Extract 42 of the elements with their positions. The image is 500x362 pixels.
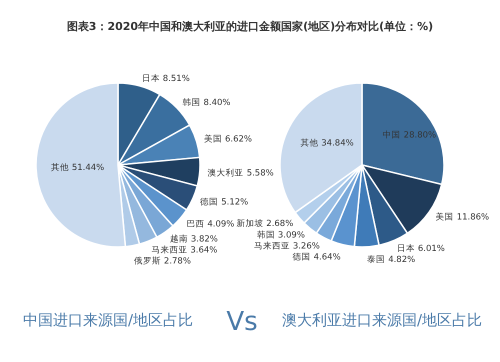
data-label: 6.62% <box>224 134 252 144</box>
slice-label: 越南 <box>170 234 188 245</box>
slice-label: 澳大利亚 <box>208 167 244 178</box>
data-label: 2.68% <box>266 219 294 230</box>
data-label: 34.84% <box>321 138 354 148</box>
slice-label: 泰国 <box>367 254 386 265</box>
slice-label: 美国 <box>204 133 222 144</box>
data-label: 51.44% <box>72 163 104 174</box>
data-label: 4.09% <box>207 220 234 230</box>
data-label: 3.82% <box>190 234 218 245</box>
data-label: 3.09% <box>278 230 305 241</box>
slice-label: 马来西亚 <box>254 240 290 252</box>
text: 澳大利亚进口来源国/地区占比 <box>282 311 482 329</box>
slice-label: 日本 <box>142 73 160 84</box>
slice-label: 日本 <box>396 242 415 254</box>
data-label: 2.78% <box>164 256 191 267</box>
data-label: 3.26% <box>292 242 320 252</box>
slice-label: 中国 <box>382 130 401 141</box>
slice-label: 其他 <box>50 162 69 174</box>
slice-label: 德国 <box>292 252 311 263</box>
chart-title: 图表3：2020年中国和澳大利亚的进口金额国家(地区)分布对比(单位：%) <box>66 20 434 33</box>
data-label: 6.01% <box>418 244 445 254</box>
text: 中国进口来源国/地区占比 <box>22 311 194 329</box>
data-label: 3.64% <box>190 246 218 256</box>
slice-label: 德国 <box>200 196 218 208</box>
data-label: 8.40% <box>203 98 230 108</box>
slice-label: 巴西 <box>186 220 204 230</box>
data-label: 5.58% <box>246 168 274 178</box>
data-label: 5.12% <box>221 198 248 208</box>
data-label: 28.80% <box>404 130 436 141</box>
slice-label: 其他 <box>300 137 318 148</box>
text: Vs <box>226 307 258 337</box>
slice-label: 韩国 <box>182 97 200 108</box>
slice-label: 马来西亚 <box>151 244 188 256</box>
data-label: 4.82% <box>388 254 416 265</box>
data-label: 4.64% <box>314 252 341 263</box>
slice-label: 美国 <box>436 212 454 223</box>
slice-label: 俄罗斯 <box>134 256 161 267</box>
slice-label: 韩国 <box>256 230 275 241</box>
data-label: 8.51% <box>162 74 190 84</box>
data-label: 11.86% <box>456 212 490 223</box>
slice-label: 新加坡 <box>236 218 264 230</box>
